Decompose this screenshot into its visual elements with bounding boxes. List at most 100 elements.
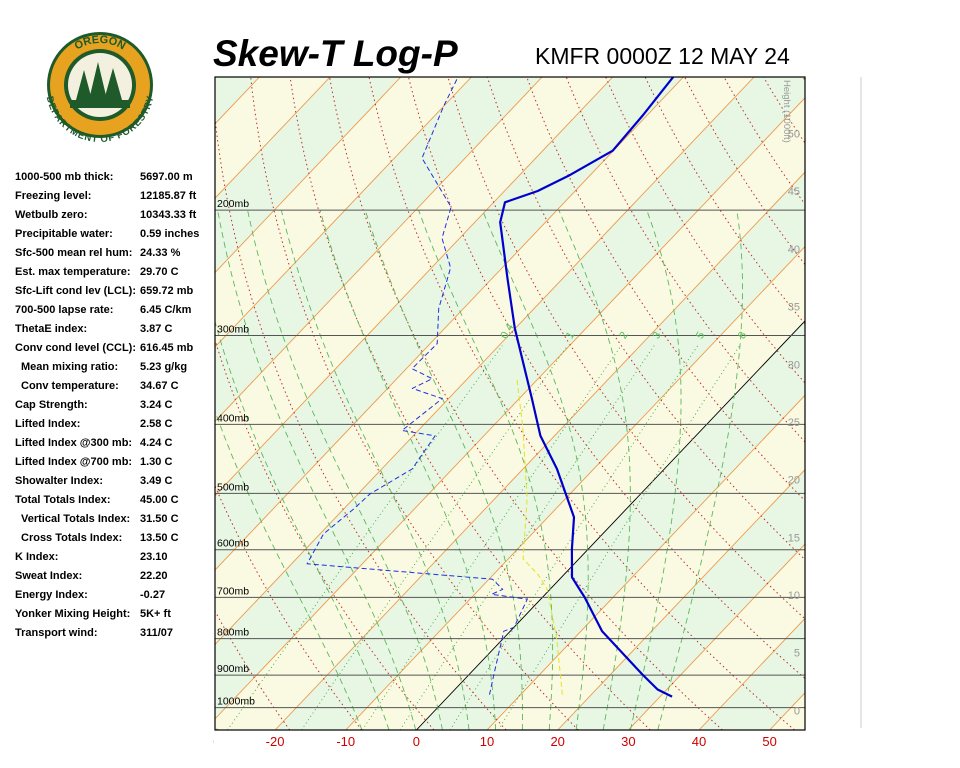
stat-label: 1000-500 mb thick: — [15, 171, 113, 183]
stat-value: 5K+ ft — [140, 608, 171, 620]
pressure-label: 800mb — [217, 627, 249, 639]
stat-label: Precipitable water: — [15, 228, 113, 240]
mixing-ratio-label: 5 — [694, 330, 707, 341]
isotherm — [215, 77, 331, 199]
x-ticks: -30 -20 -10 0 10 20 30 40 50 — [213, 734, 777, 749]
height-tick-label: 10 — [788, 590, 800, 602]
moist-adiabat — [418, 210, 554, 730]
x-tick-label: 40 — [692, 734, 706, 749]
stat-label: Freezing level: — [15, 190, 91, 202]
stat-label: Sweat Index: — [15, 570, 82, 582]
height-tick-label: 5 — [794, 648, 800, 660]
isotherm — [486, 394, 805, 730]
temp-band — [215, 77, 805, 719]
stat-value: 6.45 C/km — [140, 304, 192, 316]
dry-adiabat — [644, 77, 805, 325]
dry-adiabat — [882, 77, 960, 730]
logo-top-text: OREGON — [73, 34, 128, 53]
profile-line — [516, 378, 563, 695]
stat-value: 13.50 C — [140, 532, 179, 544]
stat-label: ThetaE index: — [15, 323, 87, 335]
moist-adiabat — [247, 210, 443, 730]
pressure-label: 400mb — [217, 412, 249, 424]
x-tick-label: 0 — [413, 734, 420, 749]
axes: -30 -20 -10 0 10 20 30 40 5005101520253035404550… — [213, 80, 800, 749]
moist-adiabat — [629, 210, 682, 730]
stat-label: Yonker Mixing Height: — [15, 608, 130, 620]
isotherm — [215, 77, 755, 646]
stat-value: 12185.87 ft — [140, 190, 197, 202]
stat-value: 0.59 inches — [140, 228, 199, 240]
logo-top-text: OREGON — [73, 34, 128, 53]
stat-label: Conv cond level (CCL): — [15, 342, 136, 354]
stat-label: Est. max temperature: — [15, 266, 131, 278]
pressure-label: 600mb — [217, 538, 249, 550]
isotherm — [215, 77, 684, 571]
stats-panel: 1000-500 mb thick: 5697.00 m Freezing leve… — [15, 171, 199, 639]
stat-label: Conv temperature: — [21, 380, 119, 392]
x-tick-label: 20 — [550, 734, 564, 749]
stat-value: 45.00 C — [140, 494, 179, 506]
stat-value: 3.49 C — [140, 475, 172, 487]
isotherm — [215, 77, 472, 348]
stat-label: Sfc-Lift cond lev (LCL): — [15, 285, 136, 297]
height-tick-label: 0 — [794, 705, 800, 717]
stat-label: Mean mixing ratio: — [21, 361, 118, 373]
stat-label: Cap Strength: — [15, 399, 88, 411]
dry-adiabat — [802, 77, 805, 82]
height-tick-label: 35 — [788, 302, 800, 314]
plot-frame — [214, 76, 806, 731]
isotherm — [215, 77, 543, 422]
moist-adiabat — [364, 210, 523, 730]
x-tick-label: 50 — [762, 734, 776, 749]
stat-label: Transport wind: — [15, 627, 98, 639]
pressure-label: 500mb — [217, 481, 249, 493]
stat-label: Lifted Index @300 mb: — [15, 437, 132, 449]
freezing-isotherm — [416, 320, 805, 730]
stat-value: 31.50 C — [140, 513, 179, 525]
height-tick-label: 15 — [788, 532, 800, 544]
stat-value: 24.33 % — [140, 247, 181, 259]
pressure-label: 1000mb — [217, 696, 255, 708]
isotherm — [345, 245, 805, 730]
stat-value: 5.23 g/kg — [140, 361, 187, 373]
height-tick-label: 50 — [788, 129, 800, 141]
stat-value: 2.58 C — [140, 418, 172, 430]
stat-value: 311/07 — [140, 627, 173, 639]
stat-label: K Index: — [15, 551, 58, 563]
dry-adiabat — [486, 77, 805, 561]
isotherm — [215, 97, 805, 720]
dry-adiabat — [215, 610, 291, 730]
isotherm — [557, 469, 805, 730]
x-tick-label: 10 — [480, 734, 494, 749]
stat-label: 700-500 lapse rate: — [15, 304, 113, 316]
dry-adiabat — [526, 77, 805, 502]
height-tick-label: 30 — [788, 359, 800, 371]
stat-value: 5697.00 m — [140, 171, 193, 183]
profile-line — [499, 77, 675, 698]
isotherm — [698, 617, 805, 730]
height-tick-label: 25 — [788, 417, 800, 429]
pressure-label: 700mb — [217, 585, 249, 597]
stat-value: 616.45 mb — [140, 342, 193, 354]
dry-adiabat — [842, 77, 960, 730]
stat-value: 659.72 mb — [140, 285, 193, 297]
moist-adiabat — [482, 210, 589, 730]
pressure-label: 200mb — [217, 198, 249, 210]
x-tick-label: 30 — [621, 734, 635, 749]
moist-adiabat — [280, 210, 470, 730]
mixing-ratio-label: 2 — [617, 330, 630, 341]
stat-value: 1.30 C — [140, 456, 172, 468]
stat-value: 29.70 C — [140, 266, 179, 278]
profiles: 0.4 1 2 3 5 8 — [306, 77, 749, 698]
mixing-ratio-line — [301, 345, 569, 730]
stat-value: 22.20 — [140, 570, 168, 582]
stat-label: Total Totals Index: — [15, 494, 111, 506]
logo: OREGON DEPARTMENT OF FORESTRY — [43, 32, 157, 146]
height-tick-label: 40 — [788, 244, 800, 256]
dry-adiabat — [329, 77, 723, 730]
stat-value: 4.24 C — [140, 437, 172, 449]
isotherm — [215, 77, 614, 497]
chart-title: Skew-T Log-P — [213, 33, 458, 74]
